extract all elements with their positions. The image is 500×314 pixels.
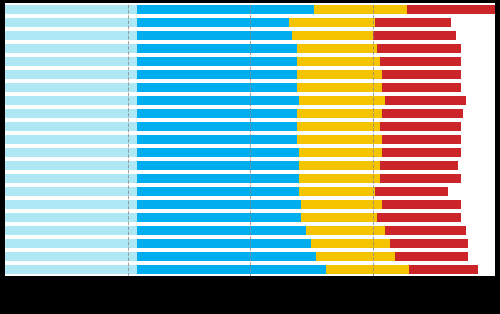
Bar (382, 83, 460, 92)
Bar (299, 174, 380, 183)
Bar (385, 226, 466, 236)
Bar (390, 239, 468, 248)
Bar (296, 57, 380, 66)
Bar (326, 265, 409, 274)
Bar (138, 239, 311, 248)
Bar (382, 200, 460, 209)
Bar (138, 148, 299, 157)
Bar (292, 31, 372, 40)
Bar (382, 70, 460, 79)
Bar (5, 70, 138, 79)
Bar (5, 161, 138, 170)
Bar (5, 226, 138, 236)
Bar (138, 5, 314, 14)
Bar (380, 174, 460, 183)
Bar (314, 5, 407, 14)
Bar (410, 265, 478, 274)
Bar (306, 226, 385, 236)
Bar (138, 187, 299, 196)
Bar (138, 265, 326, 274)
Bar (138, 252, 316, 261)
Bar (5, 148, 138, 157)
Bar (380, 57, 460, 66)
Bar (138, 161, 299, 170)
Bar (5, 174, 138, 183)
Bar (375, 187, 448, 196)
Bar (138, 70, 296, 79)
Bar (5, 122, 138, 131)
Bar (138, 213, 302, 222)
Bar (138, 31, 292, 40)
Bar (138, 57, 296, 66)
Bar (382, 109, 463, 118)
Bar (299, 187, 375, 196)
Bar (385, 96, 466, 105)
Bar (5, 239, 138, 248)
Bar (311, 239, 390, 248)
Bar (5, 83, 138, 92)
Bar (296, 44, 378, 53)
Bar (138, 18, 289, 27)
Bar (5, 31, 138, 40)
Bar (299, 148, 382, 157)
Bar (407, 5, 495, 14)
Bar (5, 5, 138, 14)
Bar (299, 161, 380, 170)
Bar (138, 109, 296, 118)
Bar (5, 252, 138, 261)
Bar (372, 31, 456, 40)
Bar (138, 96, 299, 105)
Bar (375, 18, 451, 27)
Bar (138, 226, 306, 236)
Bar (296, 70, 382, 79)
Bar (316, 252, 394, 261)
Bar (138, 174, 299, 183)
Bar (5, 96, 138, 105)
Bar (5, 57, 138, 66)
Bar (5, 265, 138, 274)
Bar (296, 135, 382, 144)
Bar (289, 18, 375, 27)
Bar (382, 148, 460, 157)
Bar (5, 213, 138, 222)
Bar (296, 109, 382, 118)
Bar (380, 161, 458, 170)
Bar (378, 44, 460, 53)
Bar (378, 213, 460, 222)
Bar (5, 187, 138, 196)
Bar (394, 252, 468, 261)
Bar (138, 200, 302, 209)
Bar (138, 122, 296, 131)
Bar (138, 83, 296, 92)
Bar (302, 213, 378, 222)
Bar (302, 200, 382, 209)
Bar (5, 18, 138, 27)
Bar (5, 109, 138, 118)
Bar (5, 44, 138, 53)
Bar (382, 135, 460, 144)
Bar (299, 96, 385, 105)
Bar (5, 135, 138, 144)
Bar (296, 122, 380, 131)
Bar (138, 44, 296, 53)
Bar (380, 122, 460, 131)
Bar (5, 200, 138, 209)
Bar (138, 135, 296, 144)
Legend: 0, 1, 2, 3+: 0, 1, 2, 3+ (158, 311, 342, 314)
Bar (296, 83, 382, 92)
